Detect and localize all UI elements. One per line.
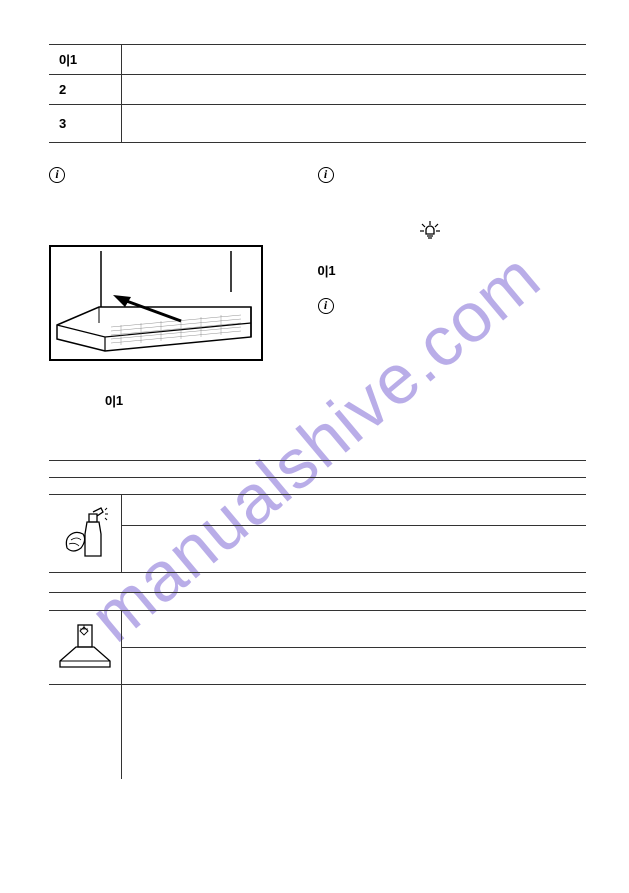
table-row: [122, 495, 586, 526]
hood-section: [49, 611, 586, 779]
row-label: 2: [49, 75, 122, 104]
cleaning-section: [49, 494, 586, 611]
row-label: 0|1: [49, 45, 122, 74]
page-content: 0|1 2 3 i: [49, 44, 586, 779]
table-row: [122, 648, 586, 685]
info-icon: i: [318, 167, 334, 183]
table-row: [122, 611, 586, 648]
table-row: 3: [49, 105, 586, 143]
top-table: 0|1 2 3: [49, 44, 586, 143]
table-row: 0|1: [49, 45, 586, 75]
row-value: [122, 75, 586, 104]
hood-rows: [122, 611, 586, 684]
empty-content: [122, 685, 586, 779]
spray-bottle-icon: [49, 495, 122, 572]
left-column: i: [49, 165, 318, 408]
table-row: 2: [49, 75, 586, 105]
table-row: [49, 573, 586, 593]
hood-diagram: [49, 245, 263, 361]
cleaning-rows: [122, 495, 586, 572]
label-text: 0|1: [318, 263, 587, 278]
info-icon: i: [318, 298, 334, 314]
row-value: [122, 45, 586, 74]
row-value: [122, 105, 586, 142]
two-column-section: i: [49, 165, 586, 408]
row-label: 3: [49, 105, 122, 142]
label-text: 0|1: [105, 393, 318, 408]
light-icon: [420, 221, 587, 239]
hood-icon: [49, 611, 122, 684]
right-column: i 0|1 i: [318, 165, 587, 408]
info-icon: i: [49, 167, 65, 183]
section-divider: [49, 460, 586, 478]
table-row: [49, 593, 586, 611]
table-row: [122, 526, 586, 573]
empty-icon-cell: [49, 685, 122, 779]
